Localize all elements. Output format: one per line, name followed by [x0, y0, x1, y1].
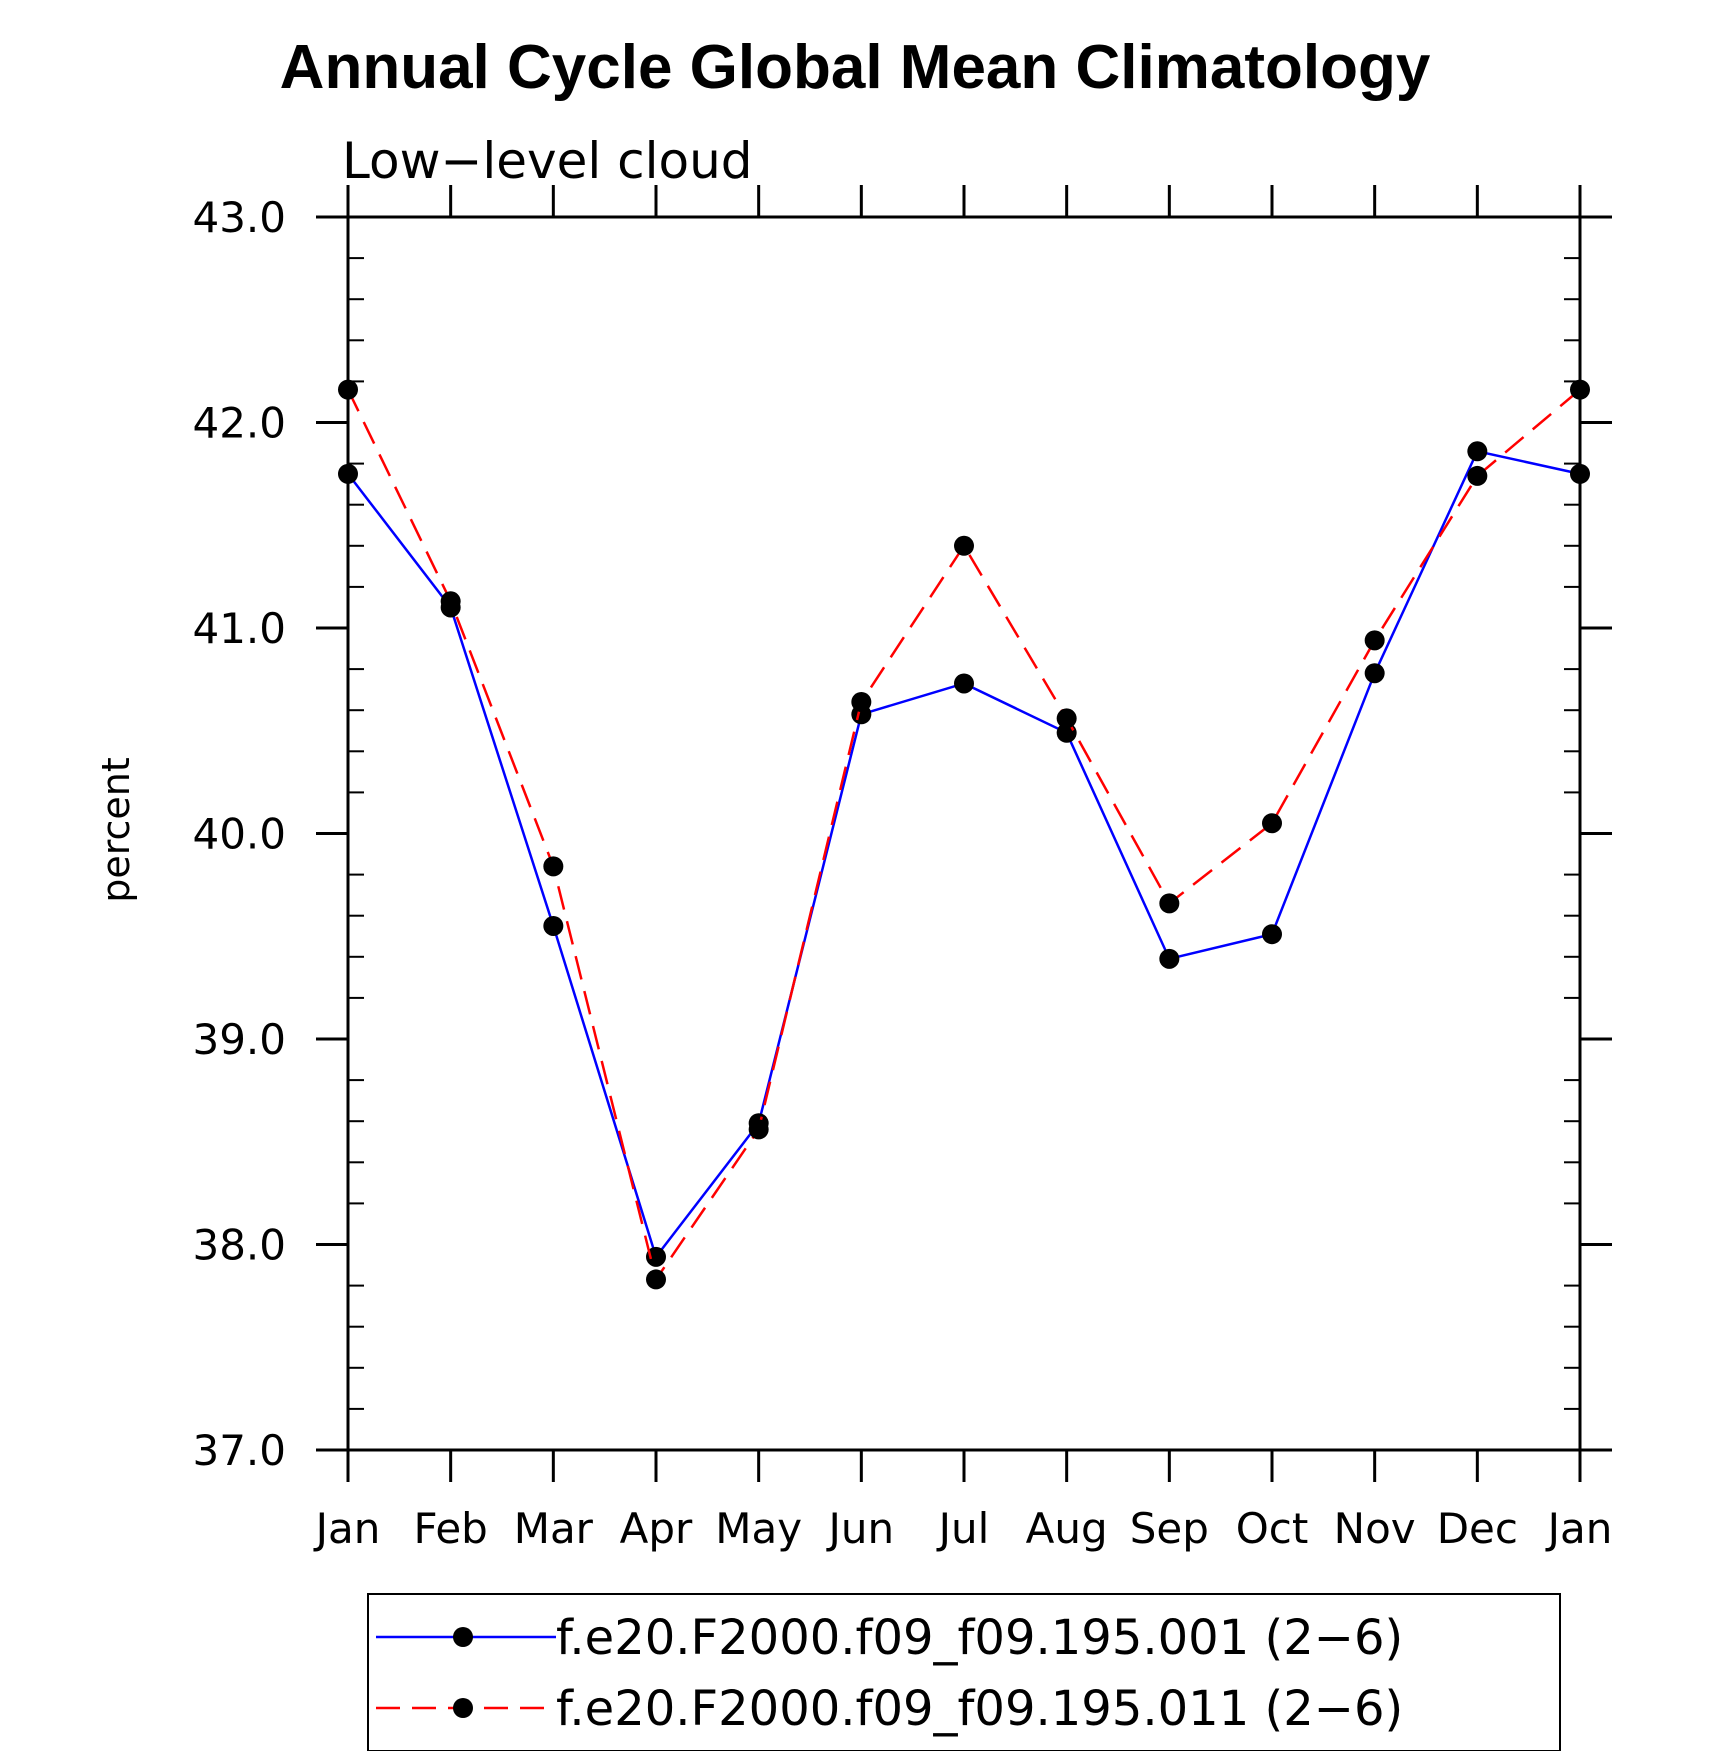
chart-title: Annual Cycle Global Mean Climatology: [280, 33, 1431, 102]
y-tick-label: 38.0: [192, 1221, 286, 1270]
series-1-point: [1467, 441, 1488, 462]
plot-frame: [346, 215, 1582, 1452]
series-2-point: [954, 535, 974, 556]
x-tick-label: Jan: [1545, 1504, 1613, 1553]
y-tick-labels: 37.0 38.0 39.0 40.0 41.0 42.0 43.0: [192, 193, 286, 1475]
series-line-2: [346, 388, 1581, 1283]
x-tick-label: Oct: [1236, 1504, 1309, 1553]
legend-label-1: f.e20.F2000.f09_f09.195.001 (2−6): [556, 1610, 1403, 1666]
series-1-point: [646, 1246, 666, 1267]
series-1-point: [1364, 663, 1385, 684]
series-2-point: [1570, 379, 1590, 400]
series-2-point: [851, 691, 872, 712]
y-tick-label: 42.0: [192, 399, 286, 448]
series-2-point: [1467, 465, 1488, 486]
y-tick-label: 41.0: [192, 604, 286, 653]
legend-marker-2: [453, 1698, 473, 1718]
x-tick-label: Jul: [936, 1504, 990, 1553]
x-tick-label: May: [715, 1504, 802, 1553]
legend-box: [367, 1593, 1561, 1751]
legend-entries: f.e20.F2000.f09_f09.195.001 (2−6) f.e20.F…: [376, 1610, 1403, 1737]
y-axis-label: percent: [94, 757, 138, 903]
series-2-point: [1056, 708, 1077, 729]
series-line-1: [347, 449, 1581, 1260]
x-tick-labels: Jan Feb Mar Apr May Jun Jul Aug Sep Oct Nov Dec Jan: [313, 1504, 1613, 1553]
x-tick-label: Nov: [1334, 1504, 1416, 1553]
series-layer: [338, 379, 1590, 1290]
legend: f.e20.F2000.f09_f09.195.001 (2−6) f.e20.F…: [367, 1593, 1561, 1751]
y-tick-label: 39.0: [192, 1015, 286, 1064]
series-2-point: [1262, 813, 1282, 834]
series-1-point: [1262, 924, 1282, 945]
axis-ticks: [316, 185, 1612, 1482]
x-tick-label: Dec: [1437, 1504, 1518, 1553]
chart-subtitle: Low−level cloud: [342, 132, 753, 190]
series-2-point: [338, 379, 358, 400]
series-1-point: [1159, 948, 1180, 969]
series-2-point: [543, 856, 564, 877]
series-2-point: [440, 591, 461, 612]
legend-marker-1: [453, 1627, 473, 1647]
x-tick-label: Jun: [826, 1504, 895, 1553]
x-tick-label: Aug: [1026, 1504, 1108, 1553]
series-2-point: [1159, 893, 1180, 914]
y-tick-label: 40.0: [192, 810, 286, 859]
x-tick-label: Feb: [413, 1504, 487, 1553]
y-tick-label: 37.0: [192, 1426, 286, 1475]
series-1-point: [954, 673, 974, 694]
x-tick-label: Jan: [313, 1504, 381, 1553]
series-2-point: [1364, 630, 1385, 651]
x-tick-label: Sep: [1130, 1504, 1209, 1553]
y-tick-label: 43.0: [192, 193, 286, 242]
series-2-point: [646, 1269, 666, 1290]
x-tick-label: Apr: [620, 1504, 693, 1553]
series-1-point: [1570, 463, 1590, 484]
series-1-point: [543, 915, 564, 936]
series-1-point: [338, 463, 358, 484]
x-tick-label: Mar: [514, 1504, 594, 1553]
series-2-point: [748, 1119, 769, 1140]
legend-label-2: f.e20.F2000.f09_f09.195.011 (2−6): [556, 1681, 1403, 1737]
